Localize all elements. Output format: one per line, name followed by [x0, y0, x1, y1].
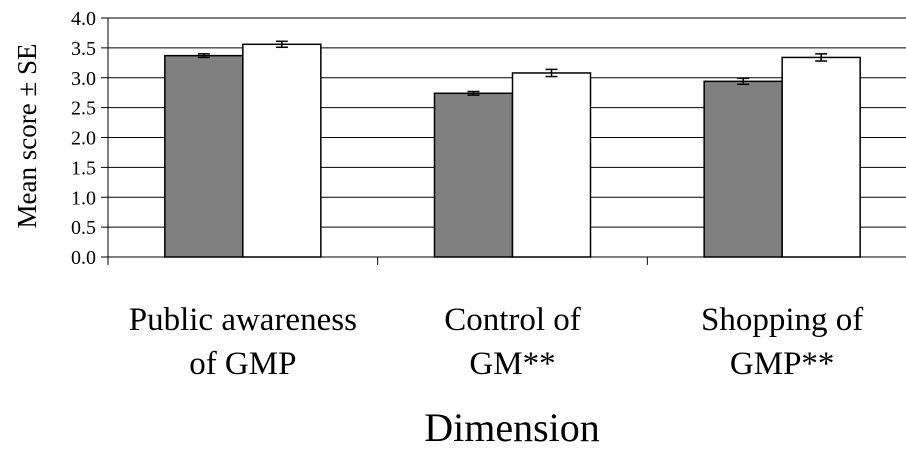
bar: [781, 56, 861, 258]
y-tick-label: 0.0: [71, 247, 96, 269]
x-tick-label-line: GM**: [469, 346, 555, 382]
x-tick-label-line: Shopping of: [701, 302, 863, 338]
y-tick-label: 1.0: [71, 187, 96, 209]
x-axis-title: Dimension: [424, 405, 600, 450]
y-tick-label: 1.5: [71, 157, 96, 179]
y-tick-label: 2.0: [71, 128, 96, 150]
bar: [511, 72, 592, 258]
error-bars: [197, 40, 828, 96]
bar: [703, 80, 783, 258]
y-axis-title: Mean score ± SE: [12, 43, 42, 228]
y-tick-label: 2.5: [71, 98, 96, 120]
y-tick-label: 3.0: [71, 68, 96, 90]
x-tick-label: Control of GM**: [444, 302, 581, 382]
y-tick-labels: 0.0 0.5 1.0 1.5 2.0 2.5 3.0 3.5 4.0: [71, 8, 96, 269]
x-tick-label-line: Control of: [444, 302, 581, 338]
bar: [433, 92, 514, 258]
y-tick-label: 0.5: [71, 217, 96, 239]
x-tick-label-line: Public awareness: [129, 302, 357, 338]
bar: [164, 54, 244, 258]
y-tick-label: 3.5: [71, 38, 96, 60]
y-tick-label: 4.0: [71, 8, 96, 30]
x-tick-label-line: of GMP: [189, 346, 296, 382]
axes: [101, 17, 906, 265]
bar: [242, 43, 322, 258]
x-tick-label-line: GMP**: [730, 346, 835, 382]
category-labels: Public awareness of GMP Control of GM** Shop…: [129, 302, 864, 382]
x-tick-label: Public awareness of GMP: [129, 302, 357, 382]
x-tick-label: Shopping of GMP**: [701, 302, 863, 382]
bars: [164, 43, 861, 258]
